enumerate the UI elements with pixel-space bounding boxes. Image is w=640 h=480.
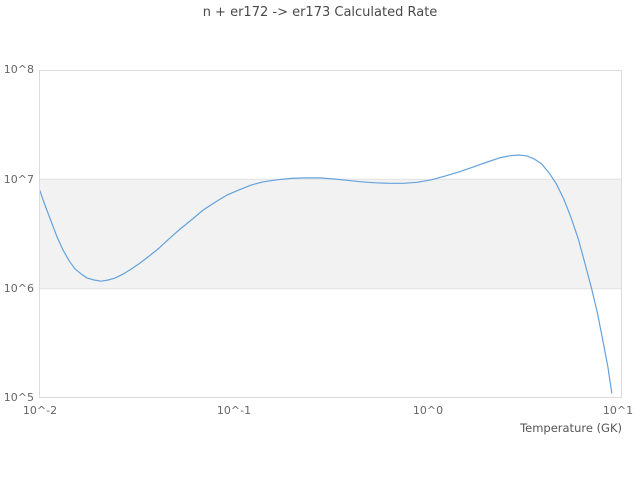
x-tick-1e-2: 10^-2 bbox=[22, 404, 58, 417]
rate-curve-line bbox=[39, 154, 613, 394]
x-tick-1e0: 10^0 bbox=[412, 404, 444, 417]
plot-area bbox=[39, 70, 622, 398]
y-tick-1e8: 10^8 bbox=[3, 63, 34, 76]
chart-title: n + er172 -> er173 Calculated Rate bbox=[202, 5, 438, 20]
x-axis-title: Temperature (GK) bbox=[520, 421, 622, 435]
y-tick-1e6: 10^6 bbox=[3, 282, 34, 295]
log-decade-band bbox=[39, 179, 622, 289]
plot-svg bbox=[39, 70, 622, 398]
y-tick-1e7: 10^7 bbox=[3, 173, 34, 186]
x-tick-1e1: 10^1 bbox=[602, 404, 634, 417]
y-tick-1e5: 10^5 bbox=[3, 391, 34, 404]
plot-border bbox=[39, 70, 622, 398]
x-tick-1e-1: 10^-1 bbox=[216, 404, 252, 417]
